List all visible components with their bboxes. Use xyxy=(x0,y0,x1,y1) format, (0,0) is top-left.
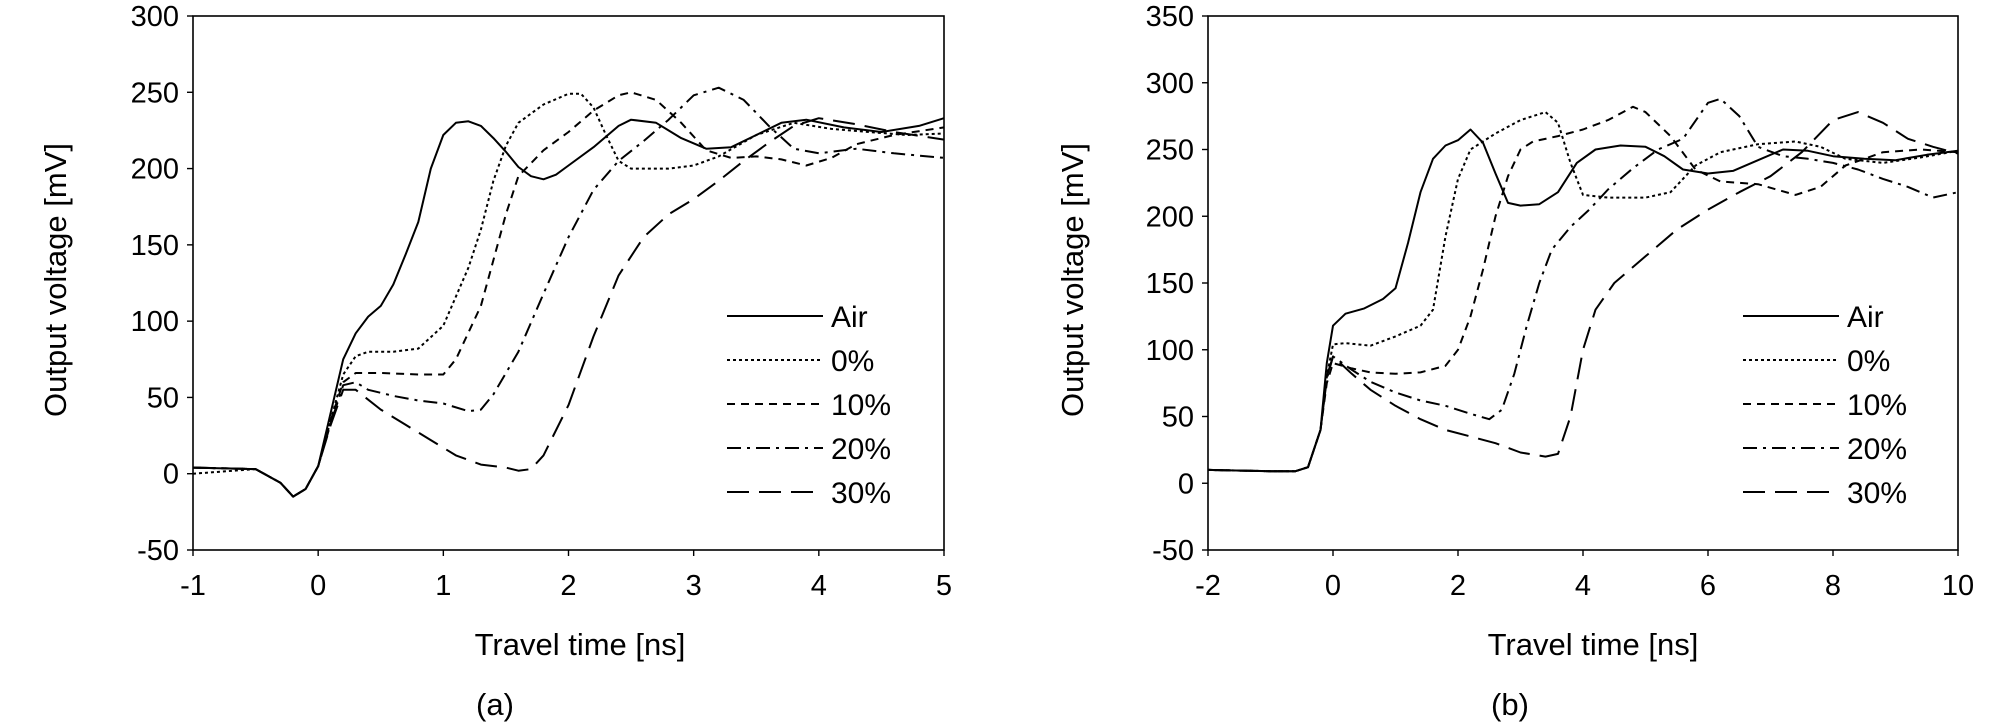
x-tick-label: 1 xyxy=(435,570,451,602)
legend: Air 0% 10% 20% 30% xyxy=(1743,301,1907,510)
y-tick-label: 50 xyxy=(1162,402,1194,434)
y-tick-label: 250 xyxy=(131,77,179,109)
legend: Air 0% 10% 20% 30% xyxy=(727,301,891,510)
x-tick-label: 2 xyxy=(1450,570,1466,602)
legend-label: 30% xyxy=(1847,477,1907,510)
series-line-20pct xyxy=(1207,97,1959,473)
x-tick-label: 5 xyxy=(936,570,952,602)
y-tick-label: 100 xyxy=(131,306,179,338)
x-axis-title: Travel time [ns] xyxy=(1488,627,1699,662)
y-tick-label: 250 xyxy=(1146,135,1194,167)
y-tick-label: 350 xyxy=(1146,1,1194,33)
legend-label: 20% xyxy=(831,433,891,466)
y-tick-label: 200 xyxy=(131,154,179,186)
panel-label: (b) xyxy=(1491,687,1529,722)
x-tick-label: 6 xyxy=(1700,570,1716,602)
y-tick-label: 150 xyxy=(1146,268,1194,300)
y-axis-title: Output voltage [mV] xyxy=(38,143,73,417)
x-tick-label: 4 xyxy=(811,570,827,602)
legend-label: Air xyxy=(1847,301,1884,334)
plot-frame xyxy=(192,15,945,551)
x-tick-label: 0 xyxy=(1325,570,1341,602)
y-tick-label: 0 xyxy=(163,459,179,491)
series-line-10pct xyxy=(1207,105,1959,473)
series-line-20pct xyxy=(192,86,945,498)
series-line-30pct xyxy=(192,117,945,498)
legend-label: 30% xyxy=(831,477,891,510)
x-tick-label: 4 xyxy=(1575,570,1591,602)
legend-label: Air xyxy=(831,301,868,334)
y-tick-label: 50 xyxy=(147,382,179,414)
y-axis-title: Output voltage [mV] xyxy=(1055,143,1090,417)
y-tick-label: 100 xyxy=(1146,335,1194,367)
legend-label: 0% xyxy=(1847,345,1890,378)
x-tick-label: 3 xyxy=(686,570,702,602)
chart-panel-b: Output voltage [mV] Travel time [ns] (b)… xyxy=(1055,1,1974,722)
x-tick-label: 8 xyxy=(1825,570,1841,602)
legend-label: 0% xyxy=(831,345,874,378)
x-tick-label: 2 xyxy=(560,570,576,602)
x-tick-label: 10 xyxy=(1942,570,1974,602)
x-tick-label: -1 xyxy=(180,570,206,602)
chart-panel-a: Output voltage [mV] Travel time [ns] (a)… xyxy=(38,1,952,722)
x-axis-title: Travel time [ns] xyxy=(475,627,686,662)
y-tick-label: 0 xyxy=(1178,468,1194,500)
series-line-air xyxy=(192,117,945,498)
x-tick-label: -2 xyxy=(1195,570,1221,602)
legend-label: 10% xyxy=(1847,389,1907,422)
y-tick-label: 150 xyxy=(131,230,179,262)
legend-label: 10% xyxy=(831,389,891,422)
series-line-30pct xyxy=(1207,111,1959,473)
y-tick-label: 200 xyxy=(1146,201,1194,233)
y-tick-label: -50 xyxy=(1152,535,1194,567)
y-tick-label: 300 xyxy=(131,1,179,33)
series-line-air xyxy=(1207,128,1959,473)
y-tick-label: 300 xyxy=(1146,68,1194,100)
y-tick-label: -50 xyxy=(137,535,179,567)
plot-frame xyxy=(1207,15,1959,551)
series-line-0pct xyxy=(1207,111,1959,473)
x-tick-label: 0 xyxy=(310,570,326,602)
legend-label: 20% xyxy=(1847,433,1907,466)
panel-label: (a) xyxy=(476,687,514,722)
